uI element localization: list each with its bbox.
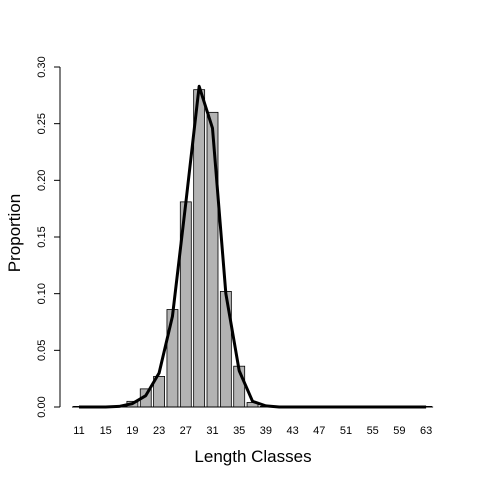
y-tick-label: 0.05 [36, 340, 48, 361]
x-axis: 11 15 19 23 27 31 35 39 43 47 51 55 59 63 [72, 406, 434, 437]
x-tick-label: 63 [420, 425, 432, 437]
x-tick-label: 11 [73, 425, 84, 437]
fitted-line [79, 84, 427, 409]
x-tick-label: 39 [260, 425, 272, 437]
line-series [79, 84, 427, 409]
y-tick-label: 0.10 [36, 283, 48, 304]
bar [206, 111, 219, 408]
x-tick-label: 19 [126, 425, 138, 437]
x-tick-label: 59 [393, 425, 405, 437]
bar [193, 89, 206, 408]
x-tick-label: 43 [286, 425, 298, 437]
x-tick-label: 23 [153, 425, 165, 437]
y-tick-label: 0.30 [36, 56, 48, 77]
x-axis-title: Length Classes [194, 447, 311, 466]
x-tick-label: 47 [313, 425, 325, 437]
x-tick-label: 15 [100, 425, 112, 437]
y-axis: 0.00 0.05 0.10 0.15 0.20 0.25 0.30 [36, 56, 61, 418]
bar [166, 309, 179, 408]
x-tick-label: 35 [233, 425, 245, 437]
y-tick-label: 0.15 [36, 226, 48, 247]
x-tick-label: 31 [206, 425, 218, 437]
y-tick-label: 0.25 [36, 113, 48, 134]
x-tick-label: 51 [340, 425, 352, 437]
y-tick-label: 0.20 [36, 170, 48, 191]
x-tick-label: 55 [367, 425, 379, 437]
x-tick-label: 27 [180, 425, 192, 437]
bar-series [73, 89, 433, 408]
y-tick-label: 0.00 [36, 396, 48, 417]
y-axis-title: Proportion [5, 194, 24, 272]
